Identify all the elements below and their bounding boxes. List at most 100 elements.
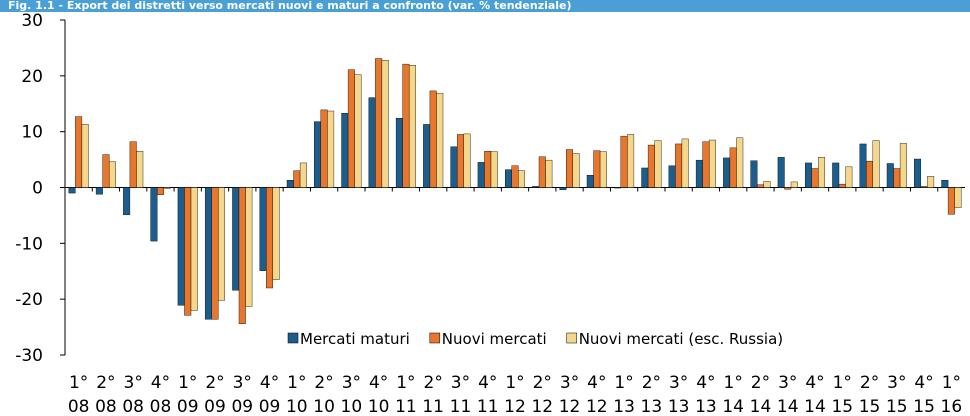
x-tick-year: 10	[286, 397, 308, 416]
x-tick-year: 13	[641, 397, 663, 416]
x-tick-quarter: 4°	[805, 373, 824, 393]
legend-label: Nuovi mercati (esc. Russia)	[579, 330, 783, 348]
x-tick-quarter: 3°	[342, 373, 361, 393]
x-tick-year: 12	[504, 397, 526, 416]
bar	[136, 151, 144, 188]
bar	[511, 165, 519, 188]
x-tick-label: 3° 10	[341, 373, 363, 416]
x-tick-quarter: 1°	[505, 373, 524, 393]
bar	[675, 143, 683, 188]
x-tick-label: 2° 12	[531, 373, 553, 416]
bar	[723, 157, 731, 188]
bar	[818, 157, 826, 188]
x-tick-quarter: 1°	[178, 373, 197, 393]
bar	[845, 166, 853, 188]
x-tick-year: 14	[804, 397, 826, 416]
bar	[702, 141, 710, 188]
bar	[299, 162, 307, 188]
x-tick-label: 4° 12	[586, 373, 608, 416]
bar	[177, 187, 185, 306]
bar	[756, 184, 764, 188]
x-tick-quarter: 1°	[69, 373, 88, 393]
x-tick-quarter: 1°	[724, 373, 743, 393]
bar	[286, 180, 294, 188]
bar	[81, 124, 89, 188]
bar	[538, 156, 546, 188]
bar	[545, 159, 553, 188]
bar	[245, 187, 253, 307]
x-tick-year: 14	[750, 397, 772, 416]
x-tick-quarter: 2°	[533, 373, 552, 393]
x-tick-year: 09	[177, 397, 199, 416]
x-tick-year: 10	[368, 397, 390, 416]
x-tick-quarter: 3°	[778, 373, 797, 393]
bar	[729, 147, 737, 188]
bar	[811, 168, 819, 188]
x-tick-label: 1° 08	[68, 373, 90, 416]
legend-swatch	[287, 332, 299, 344]
bar	[108, 161, 116, 188]
x-tick-year: 15	[859, 397, 881, 416]
bar	[518, 170, 526, 188]
x-tick-label: 2° 15	[859, 373, 881, 416]
bar	[614, 187, 622, 189]
bar	[463, 133, 471, 188]
x-tick-label: 3° 08	[122, 373, 144, 416]
legend-swatch	[429, 332, 441, 344]
bar	[218, 187, 226, 301]
bar	[784, 187, 792, 190]
bar	[893, 168, 901, 188]
bar	[859, 143, 867, 188]
bar	[266, 187, 274, 289]
x-tick-year: 14	[722, 397, 744, 416]
bar	[477, 162, 485, 188]
x-tick-quarter: 4°	[260, 373, 279, 393]
x-tick-label: 4° 10	[368, 373, 390, 416]
x-tick-label: 1° 10	[286, 373, 308, 416]
bar	[954, 187, 962, 208]
bar	[436, 92, 444, 188]
bar	[763, 181, 771, 188]
x-tick-year: 12	[531, 397, 553, 416]
bar	[456, 134, 464, 188]
x-tick-quarter: 4°	[478, 373, 497, 393]
bar	[920, 186, 928, 188]
bar	[320, 109, 328, 188]
x-tick-label: 1° 15	[831, 373, 853, 416]
bar	[232, 187, 240, 291]
x-tick-year: 15	[886, 397, 908, 416]
bar	[838, 183, 846, 188]
bar	[327, 110, 335, 188]
x-tick-year: 13	[668, 397, 690, 416]
x-tick-label: 1° 11	[395, 373, 417, 416]
x-tick-quarter: 1°	[396, 373, 415, 393]
bar	[156, 187, 164, 195]
x-tick-year: 13	[613, 397, 635, 416]
x-tick-label: 3° 15	[886, 373, 908, 416]
x-tick-year: 15	[913, 397, 935, 416]
x-tick-label: 3° 11	[450, 373, 472, 416]
x-tick-label: 4° 08	[150, 373, 172, 416]
x-tick-year: 16	[941, 397, 963, 416]
bar	[886, 163, 894, 188]
legend-label: Mercati maturi	[300, 330, 410, 348]
x-tick-label: 3° 13	[668, 373, 690, 416]
bar	[429, 90, 437, 188]
x-tick-quarter: 4°	[151, 373, 170, 393]
x-tick-label: 4° 11	[477, 373, 499, 416]
x-tick-year: 10	[313, 397, 335, 416]
bar	[102, 154, 110, 188]
bar	[75, 116, 83, 188]
x-tick-quarter: 2°	[96, 373, 115, 393]
bar	[259, 187, 267, 271]
bar	[668, 165, 676, 188]
x-tick-label: 3° 12	[559, 373, 581, 416]
bar	[211, 187, 219, 320]
x-tick-quarter: 1°	[287, 373, 306, 393]
x-tick-year: 13	[695, 397, 717, 416]
bar	[402, 63, 410, 188]
bar	[947, 187, 955, 215]
bar	[375, 58, 383, 188]
x-tick-quarter: 1°	[833, 373, 852, 393]
x-tick-year: 09	[259, 397, 281, 416]
